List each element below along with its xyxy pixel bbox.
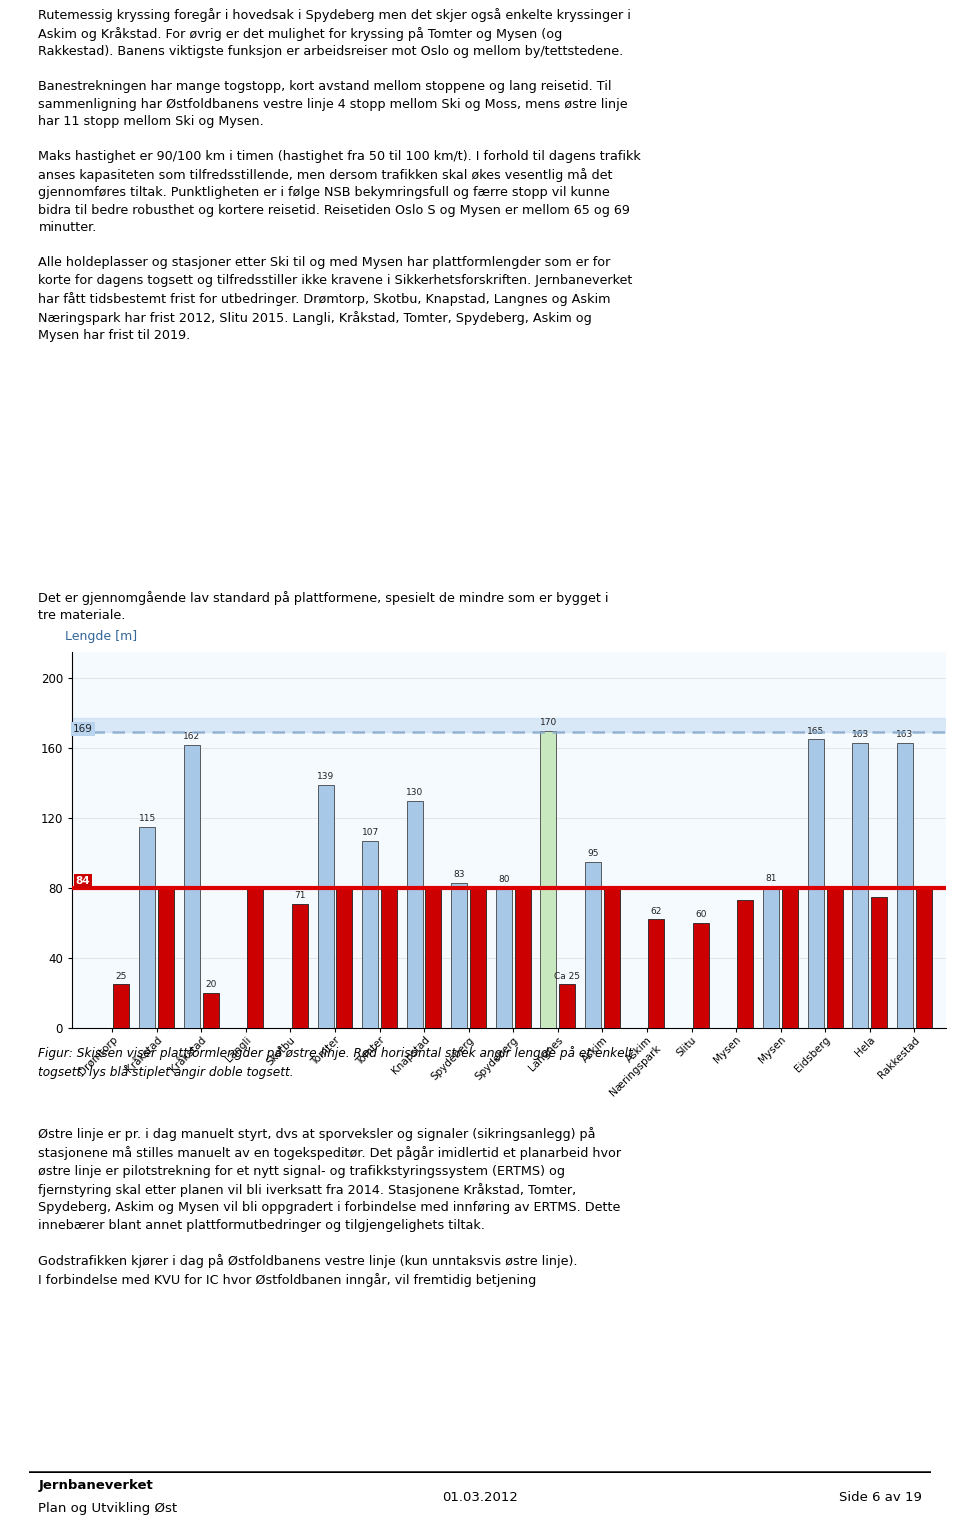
Text: Lengde [m]: Lengde [m]: [65, 630, 137, 643]
Bar: [381, 888, 396, 1028]
Bar: [470, 888, 486, 1028]
Text: 130: 130: [406, 788, 423, 798]
Text: 71: 71: [294, 891, 305, 900]
Bar: [648, 919, 664, 1028]
Bar: [496, 888, 512, 1028]
Text: 165: 165: [807, 727, 825, 736]
Bar: [203, 992, 219, 1028]
Text: Rutemessig kryssing foregår i hovedsak i Spydeberg men det skjer også enkelte kr: Rutemessig kryssing foregår i hovedsak i…: [38, 8, 641, 342]
Bar: [808, 739, 824, 1028]
Text: Østre linje er pr. i dag manuelt styrt, dvs at sporveksler og signaler (sikrings: Østre linje er pr. i dag manuelt styrt, …: [38, 1127, 621, 1287]
Bar: [425, 888, 442, 1028]
Bar: [852, 742, 869, 1028]
Bar: [827, 888, 843, 1028]
Bar: [451, 882, 468, 1028]
Text: 162: 162: [183, 732, 201, 741]
Bar: [916, 888, 932, 1028]
Text: Ca 25: Ca 25: [554, 971, 580, 980]
Text: 20: 20: [204, 980, 216, 989]
Text: Jernbaneverket: Jernbaneverket: [38, 1479, 154, 1491]
Bar: [559, 985, 575, 1028]
Bar: [158, 888, 174, 1028]
Bar: [139, 827, 156, 1028]
Bar: [782, 888, 798, 1028]
Text: 60: 60: [695, 910, 707, 919]
Bar: [247, 888, 263, 1028]
Bar: [336, 888, 352, 1028]
Text: 170: 170: [540, 718, 557, 727]
Text: 01.03.2012: 01.03.2012: [442, 1491, 518, 1503]
Text: 80: 80: [498, 876, 510, 885]
Text: Det er gjennomgående lav standard på plattformene, spesielt de mindre som er byg: Det er gjennomgående lav standard på pla…: [38, 591, 609, 623]
Bar: [113, 985, 130, 1028]
Bar: [540, 730, 557, 1028]
Text: Figur: Skissen viser plattformlengder på østre linje. Rød horisontal strek angir: Figur: Skissen viser plattformlengder på…: [38, 1046, 634, 1078]
Bar: [407, 801, 422, 1028]
Text: 62: 62: [651, 907, 662, 916]
Bar: [184, 744, 200, 1028]
Text: 95: 95: [588, 850, 599, 858]
Bar: [292, 904, 308, 1028]
Bar: [604, 888, 620, 1028]
Text: Plan og Utvikling Øst: Plan og Utvikling Øst: [38, 1502, 178, 1514]
Bar: [362, 841, 378, 1028]
Text: 163: 163: [897, 730, 914, 739]
Text: 115: 115: [138, 815, 156, 824]
Bar: [515, 888, 531, 1028]
Bar: [693, 923, 708, 1028]
Bar: [897, 742, 913, 1028]
Bar: [763, 887, 780, 1028]
Text: 169: 169: [73, 724, 93, 733]
Bar: [585, 862, 601, 1028]
Text: 84: 84: [76, 876, 90, 887]
Bar: [318, 785, 334, 1028]
Bar: [871, 897, 887, 1028]
Bar: [72, 718, 946, 732]
Text: 139: 139: [317, 772, 334, 781]
Text: 81: 81: [765, 874, 777, 882]
Bar: [737, 900, 754, 1028]
Text: Side 6 av 19: Side 6 av 19: [839, 1491, 922, 1503]
Text: 83: 83: [453, 870, 465, 879]
Text: 107: 107: [362, 828, 379, 838]
Text: 163: 163: [852, 730, 869, 739]
Text: 25: 25: [116, 971, 127, 980]
